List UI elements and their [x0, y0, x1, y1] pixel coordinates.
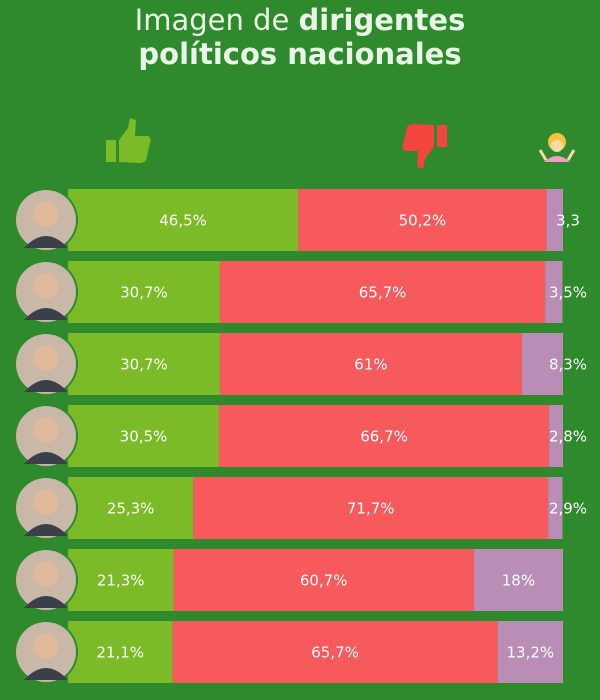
- value-label: 30,7%: [120, 284, 168, 302]
- bar-segment: [173, 549, 474, 611]
- bar-segment: [68, 477, 194, 539]
- value-label: 61%: [354, 356, 387, 374]
- value-label: 46,5%: [159, 212, 207, 230]
- avatar-body: [24, 668, 68, 680]
- bar-segment: [549, 405, 563, 467]
- icon-thumbs-down: [402, 124, 447, 169]
- title-regular: Imagen de: [135, 3, 290, 37]
- avatar-head: [33, 345, 59, 371]
- value-label: 60,7%: [300, 572, 348, 590]
- bar-segment: [68, 261, 220, 323]
- avatar-head: [33, 489, 59, 515]
- icon-shrug: [538, 133, 576, 162]
- value-label: 65,7%: [359, 284, 407, 302]
- avatar-body: [24, 524, 68, 536]
- avatar-head: [33, 417, 59, 443]
- bar-segment: [68, 333, 220, 395]
- value-label: 13,2%: [507, 644, 555, 662]
- avatar-head: [33, 201, 59, 227]
- value-label: 25,3%: [107, 500, 155, 518]
- bar-segment: [219, 333, 522, 395]
- value-label: 30,7%: [120, 356, 168, 374]
- bar-segment: [298, 189, 547, 251]
- value-label: 8,3%: [549, 356, 587, 374]
- bar-segment: [68, 621, 173, 683]
- value-label: 71,7%: [347, 500, 395, 518]
- bar-segment: [68, 549, 174, 611]
- bar-segment: [218, 405, 550, 467]
- bar-segment: [521, 333, 563, 395]
- value-label: 2,8%: [549, 428, 587, 446]
- bar-segment: [546, 189, 563, 251]
- avatar-head: [33, 633, 59, 659]
- avatar-body: [24, 236, 68, 248]
- value-label: 66,7%: [360, 428, 408, 446]
- bar-segment: [172, 621, 498, 683]
- value-label: 21,3%: [97, 572, 145, 590]
- icon-thumbs-up: [106, 118, 151, 163]
- value-label: 2,9%: [549, 500, 587, 518]
- bar-segment: [193, 477, 549, 539]
- title-bold: dirigentes: [299, 3, 466, 37]
- bar-segment: [497, 621, 563, 683]
- value-label: 3,3: [556, 212, 580, 230]
- value-label: 21,1%: [96, 644, 144, 662]
- avatar-body: [24, 308, 68, 320]
- avatar-body: [24, 596, 68, 608]
- bar-segment: [545, 261, 563, 323]
- avatar-body: [24, 452, 68, 464]
- avatar-body: [24, 380, 68, 392]
- value-label: 50,2%: [399, 212, 447, 230]
- value-label: 18%: [502, 572, 535, 590]
- bar-segment: [473, 549, 563, 611]
- chart-title-line2: políticos nacionales: [138, 37, 461, 71]
- bar-segment: [68, 405, 219, 467]
- bar-segment: [548, 477, 563, 539]
- bars: 46,5% 50,2% 3,3 30,7% 65,7% 3,5% 30,7% 61% 8,3% 3…: [14, 188, 587, 684]
- value-label: 30,5%: [120, 428, 168, 446]
- chart-title: Imagen de dirigentes: [135, 3, 466, 37]
- bar-segment: [68, 189, 299, 251]
- value-label: 3,5%: [549, 284, 587, 302]
- value-label: 65,7%: [311, 644, 359, 662]
- avatar-head: [33, 561, 59, 587]
- bar-segment: [219, 261, 546, 323]
- avatar-head: [33, 273, 59, 299]
